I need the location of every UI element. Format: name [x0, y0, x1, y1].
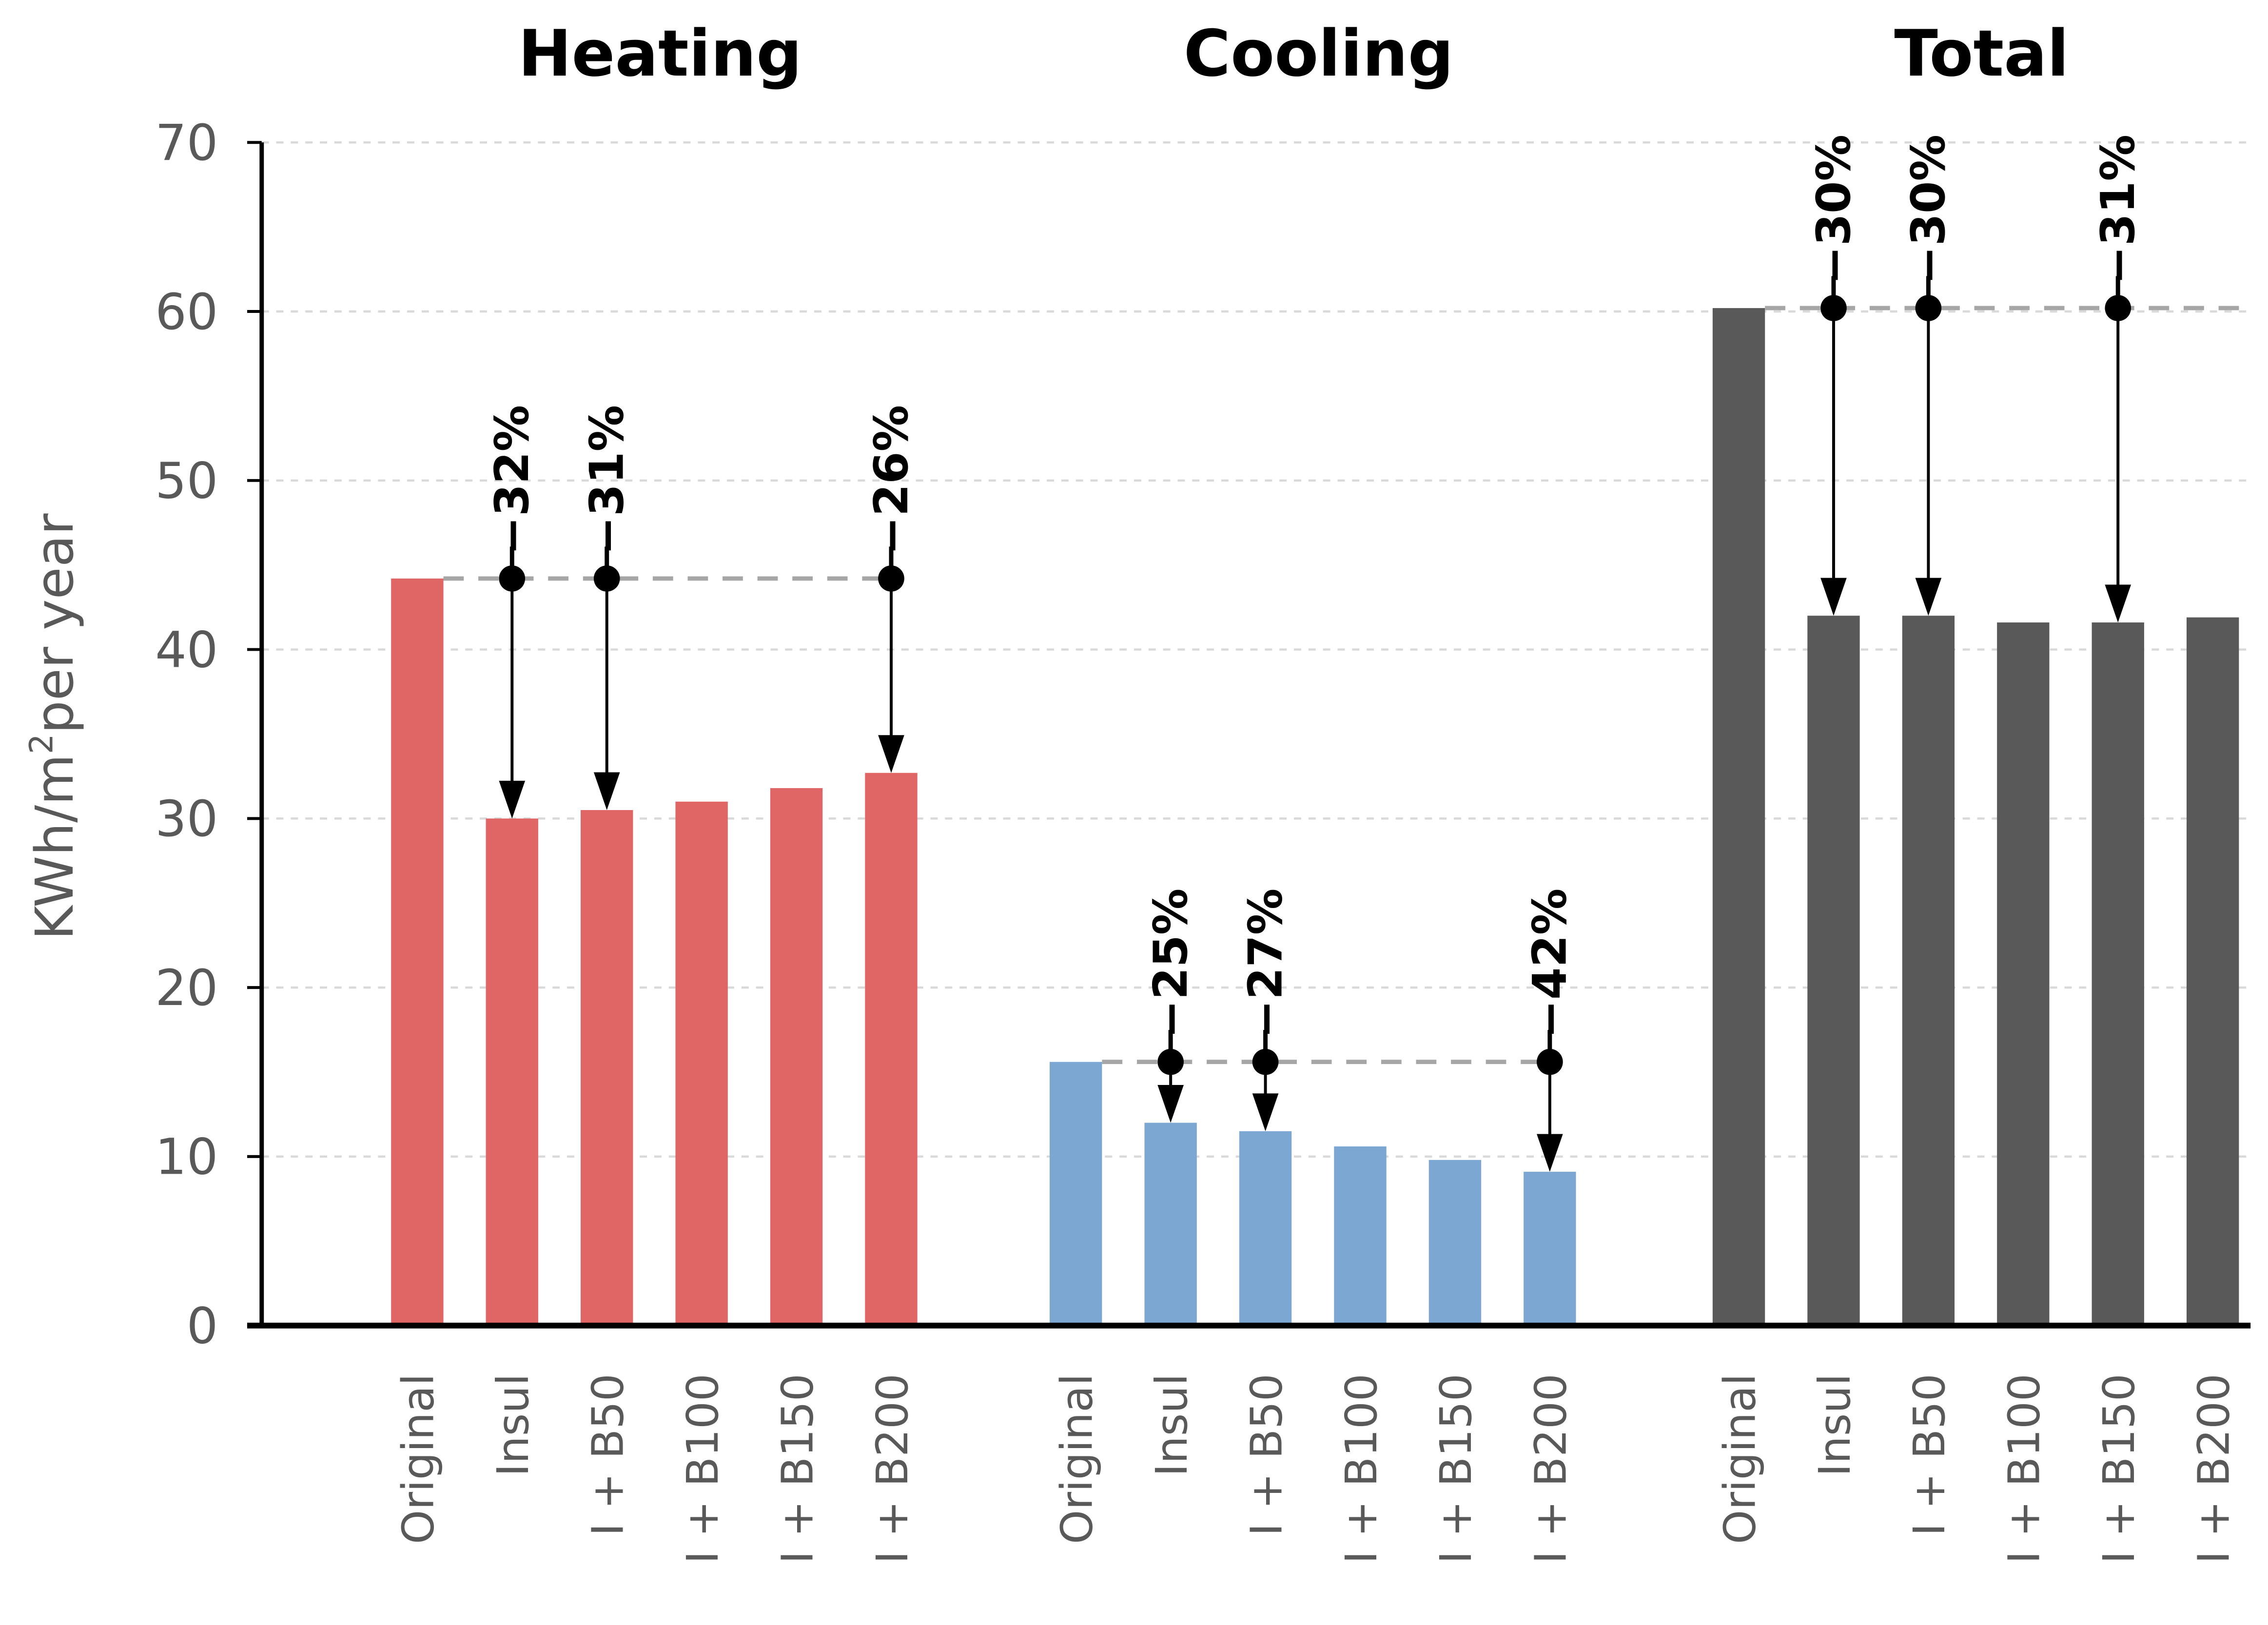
y-tick-label: 60 — [155, 283, 218, 341]
arrow-head — [1537, 1134, 1563, 1172]
y-tick-label: 30 — [155, 790, 218, 848]
axes — [247, 141, 2251, 1329]
bar — [2092, 622, 2144, 1326]
y-axis-label: KWh/m2per year — [23, 513, 85, 940]
bar — [770, 788, 823, 1326]
arrow-head — [593, 772, 620, 811]
x-tick-label: Insul — [488, 1374, 539, 1476]
x-tick-label: I + B150 — [2094, 1374, 2145, 1564]
bar — [1997, 622, 2050, 1326]
y-tick-label: 40 — [155, 621, 218, 678]
group-title: Total — [1894, 16, 2069, 91]
x-tick-label: I + B150 — [1431, 1374, 1482, 1564]
x-tick-label: I + B100 — [1999, 1374, 2050, 1564]
x-tick-label: Insul — [1147, 1374, 1197, 1476]
arrow-head — [878, 735, 904, 773]
y-tick-label: 10 — [155, 1128, 218, 1186]
x-tick-label: I + B100 — [1336, 1374, 1387, 1564]
bars — [391, 308, 2239, 1326]
bar — [486, 818, 538, 1326]
percent-change-label: −30% — [1901, 135, 1955, 285]
x-tick-label: I + B50 — [1904, 1374, 1955, 1536]
annotations — [443, 276, 2239, 1172]
arrow-head — [1252, 1093, 1279, 1131]
percent-change-label: −31% — [580, 405, 634, 555]
bar — [1807, 616, 1860, 1326]
arrow-origin-dot — [1537, 1048, 1563, 1075]
labels: 0 10 20 30 40 50 60 70 Heating Original Insul I + B… — [155, 16, 2239, 1564]
x-tick-label: Insul — [1810, 1374, 1860, 1476]
y-tick-label: 20 — [155, 959, 218, 1017]
x-tick-label: I + B200 — [1526, 1374, 1577, 1564]
bar — [1334, 1146, 1387, 1326]
percent-change-label: −32% — [485, 405, 539, 555]
arrow-head — [2105, 584, 2131, 623]
bar — [675, 801, 728, 1326]
bar — [1712, 308, 1765, 1326]
bar — [1144, 1122, 1197, 1326]
x-tick-label: I + B50 — [1241, 1374, 1292, 1536]
arrow-head — [1915, 578, 1942, 616]
percent-change-label: −42% — [1523, 889, 1577, 1039]
percent-change-label: −27% — [1238, 889, 1292, 1039]
x-tick-label: Original — [393, 1374, 444, 1544]
bar — [1239, 1131, 1292, 1326]
arrow-head — [1820, 578, 1847, 616]
x-tick-label: Original — [1052, 1374, 1103, 1544]
y-tick-label: 70 — [155, 114, 218, 172]
x-tick-label: I + B200 — [867, 1374, 918, 1564]
percent-change-label: −31% — [2091, 135, 2145, 285]
x-tick-label: I + B50 — [583, 1374, 634, 1536]
percent-change-label: −25% — [1143, 889, 1198, 1039]
arrow-origin-dot — [1252, 1048, 1279, 1075]
group-title: Heating — [518, 16, 802, 91]
percent-change-label: −26% — [864, 405, 919, 555]
y-tick-label: 50 — [155, 452, 218, 510]
x-tick-label: Original — [1715, 1374, 1765, 1544]
bar — [1428, 1160, 1482, 1326]
arrow-head — [499, 780, 526, 819]
bar — [2187, 617, 2239, 1326]
x-tick-label: I + B100 — [678, 1374, 728, 1564]
x-tick-label: I + B200 — [2189, 1374, 2239, 1564]
y-tick-label: 0 — [187, 1297, 218, 1354]
bar — [581, 810, 633, 1326]
bar — [1050, 1062, 1102, 1326]
arrow-head — [1157, 1085, 1184, 1123]
bar — [1902, 616, 1955, 1326]
percent-change-label: −30% — [1806, 135, 1861, 285]
arrow-origin-dot — [1157, 1048, 1184, 1075]
x-tick-label: I + B150 — [772, 1374, 823, 1564]
bar — [865, 773, 918, 1326]
bar — [1524, 1172, 1576, 1326]
bar — [391, 578, 444, 1326]
group-title: Cooling — [1184, 16, 1454, 91]
